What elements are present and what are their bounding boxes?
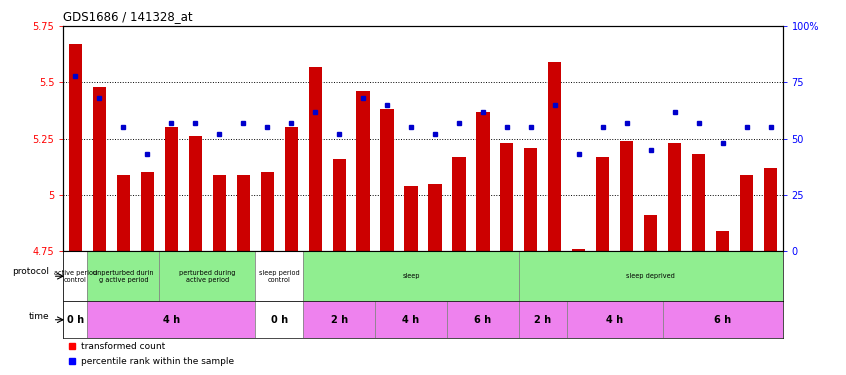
Text: 0 h: 0 h bbox=[67, 315, 84, 325]
Text: transformed count: transformed count bbox=[81, 342, 166, 351]
Bar bbox=[662, 302, 783, 338]
Text: protocol: protocol bbox=[12, 267, 49, 276]
Bar bbox=[428, 183, 442, 251]
Text: 6 h: 6 h bbox=[475, 315, 492, 325]
Bar bbox=[165, 128, 178, 251]
Bar bbox=[668, 143, 681, 251]
Bar bbox=[303, 302, 375, 338]
Bar bbox=[63, 302, 87, 338]
Bar bbox=[519, 302, 567, 338]
Text: 4 h: 4 h bbox=[607, 315, 624, 325]
Bar bbox=[381, 110, 393, 251]
Bar bbox=[87, 302, 255, 338]
Bar bbox=[117, 174, 130, 251]
Text: sleep: sleep bbox=[402, 273, 420, 279]
Text: 4 h: 4 h bbox=[162, 315, 180, 325]
Text: sleep period
control: sleep period control bbox=[259, 270, 299, 283]
Bar bbox=[453, 157, 465, 251]
Text: 2 h: 2 h bbox=[331, 315, 348, 325]
Bar bbox=[332, 159, 346, 251]
Text: percentile rank within the sample: percentile rank within the sample bbox=[81, 357, 234, 366]
Bar bbox=[261, 172, 274, 251]
Bar bbox=[63, 251, 87, 302]
Bar bbox=[548, 62, 562, 251]
Bar bbox=[375, 302, 447, 338]
Bar bbox=[572, 249, 585, 251]
Bar bbox=[189, 136, 202, 251]
Text: 2 h: 2 h bbox=[535, 315, 552, 325]
Text: active period
control: active period control bbox=[54, 270, 97, 283]
Bar bbox=[284, 128, 298, 251]
Bar bbox=[237, 174, 250, 251]
Bar bbox=[740, 174, 753, 251]
Bar bbox=[140, 172, 154, 251]
Bar bbox=[93, 87, 106, 251]
Text: 6 h: 6 h bbox=[714, 315, 731, 325]
Bar bbox=[255, 251, 303, 302]
Bar bbox=[620, 141, 634, 251]
Bar bbox=[567, 302, 662, 338]
Bar bbox=[447, 302, 519, 338]
Text: time: time bbox=[29, 312, 49, 321]
Bar bbox=[644, 215, 657, 251]
Bar bbox=[692, 154, 706, 251]
Text: sleep deprived: sleep deprived bbox=[626, 273, 675, 279]
Text: unperturbed durin
g active period: unperturbed durin g active period bbox=[93, 270, 154, 283]
Text: GDS1686 / 141328_at: GDS1686 / 141328_at bbox=[63, 10, 193, 23]
Bar bbox=[159, 251, 255, 302]
Text: 4 h: 4 h bbox=[403, 315, 420, 325]
Bar bbox=[255, 302, 303, 338]
Bar bbox=[476, 112, 490, 251]
Bar bbox=[500, 143, 514, 251]
Bar bbox=[764, 168, 777, 251]
Bar bbox=[356, 92, 370, 251]
Bar bbox=[309, 67, 321, 251]
Bar bbox=[596, 157, 609, 251]
Text: perturbed during
active period: perturbed during active period bbox=[179, 270, 235, 283]
Bar bbox=[404, 186, 418, 251]
Bar bbox=[525, 148, 537, 251]
Bar bbox=[303, 251, 519, 302]
Text: 0 h: 0 h bbox=[271, 315, 288, 325]
Bar bbox=[519, 251, 783, 302]
Bar bbox=[716, 231, 729, 251]
Bar bbox=[87, 251, 159, 302]
Bar bbox=[212, 174, 226, 251]
Bar bbox=[69, 44, 82, 251]
